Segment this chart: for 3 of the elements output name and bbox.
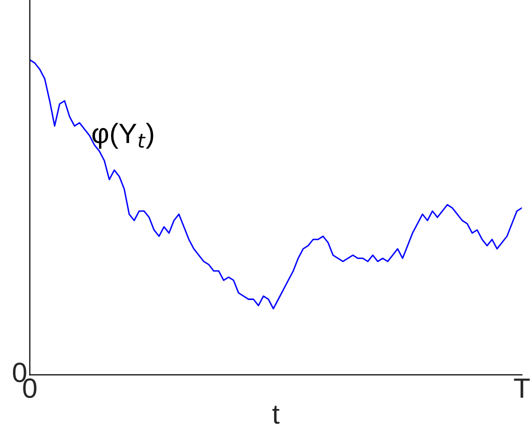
series-label: φ(Y$_{t}$) <box>92 122 154 149</box>
x-axis-title: t <box>272 406 280 424</box>
x-tick-label: T <box>514 378 530 398</box>
